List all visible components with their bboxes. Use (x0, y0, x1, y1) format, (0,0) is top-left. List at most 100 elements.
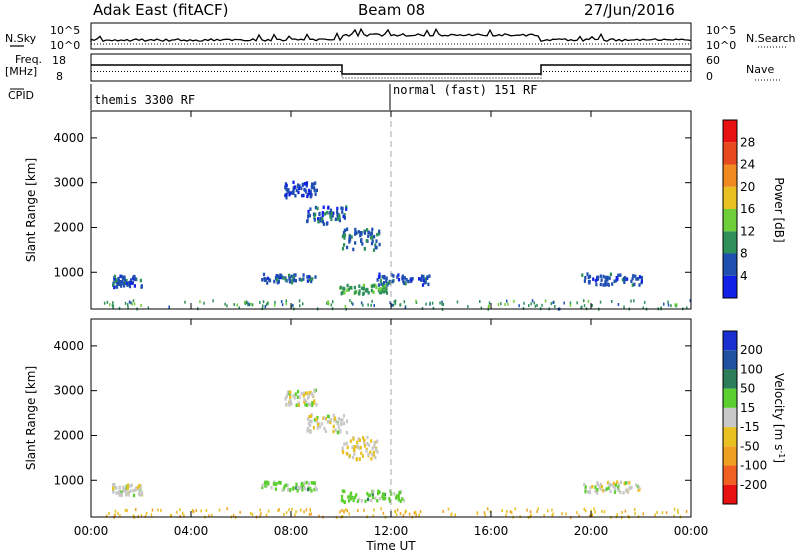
data-point (403, 276, 406, 280)
data-point (293, 273, 296, 277)
data-point (643, 300, 646, 304)
data-point (279, 273, 282, 277)
data-point (363, 438, 366, 443)
data-point (630, 299, 632, 303)
data-point (626, 277, 629, 281)
y-tick-label: 4000 (53, 339, 84, 353)
velocity-colorbar-swatch (723, 484, 737, 504)
data-point (421, 283, 425, 287)
data-point (127, 303, 129, 307)
data-point (398, 491, 401, 495)
data-point (372, 450, 376, 455)
data-point (674, 303, 676, 307)
data-point (297, 186, 300, 190)
data-point (636, 484, 639, 489)
nave-tick-bottom: 0 (706, 70, 713, 83)
data-point (371, 452, 374, 457)
data-point (588, 274, 592, 279)
data-point (360, 286, 364, 290)
data-point (313, 418, 316, 422)
data-point (243, 300, 246, 304)
data-point (583, 279, 586, 283)
data-point (260, 512, 262, 516)
power-colorbar-swatch (723, 120, 737, 143)
data-point (276, 274, 280, 278)
velocity-colorbar-tick: -100 (740, 459, 767, 473)
data-point (336, 210, 339, 214)
data-point (382, 496, 385, 501)
data-point (343, 442, 346, 446)
data-point (120, 490, 123, 494)
data-point (297, 403, 300, 407)
data-point (378, 242, 381, 247)
data-point (245, 300, 248, 304)
data-point (313, 487, 316, 492)
y-tick-label: 4000 (53, 131, 84, 145)
data-point (318, 425, 321, 429)
data-point (591, 304, 593, 307)
data-point (279, 481, 282, 485)
data-point (239, 510, 241, 514)
data-point (358, 289, 361, 293)
data-point (635, 483, 638, 487)
data-point (373, 234, 376, 239)
data-point (324, 212, 327, 216)
data-point (218, 508, 221, 512)
data-point (487, 305, 490, 309)
data-point (302, 393, 305, 398)
data-point (654, 513, 656, 517)
data-point (349, 497, 352, 501)
data-point (282, 276, 285, 280)
data-point (297, 190, 300, 195)
data-point (111, 483, 115, 487)
data-point (112, 283, 115, 287)
data-point (587, 490, 590, 494)
data-point (313, 401, 316, 405)
data-point (377, 283, 381, 287)
data-point (378, 272, 381, 276)
data-point (127, 282, 130, 286)
data-point (106, 300, 109, 304)
power-colorbar-swatch (723, 275, 737, 298)
data-point (361, 454, 364, 458)
data-point (338, 213, 341, 218)
data-point (354, 290, 357, 295)
freq-tick-top: 18 (52, 54, 66, 67)
data-point (313, 215, 316, 220)
data-point (638, 283, 641, 287)
data-point (286, 391, 289, 395)
data-point (251, 303, 254, 307)
data-point (509, 510, 512, 514)
data-point (357, 437, 360, 441)
data-point (151, 508, 154, 512)
data-point (608, 482, 611, 487)
nsky-label: N.Sky (5, 32, 37, 45)
data-point (374, 496, 377, 501)
data-point (286, 393, 289, 398)
data-point (285, 183, 288, 188)
data-point (125, 484, 128, 489)
data-point (526, 508, 528, 512)
data-point (486, 507, 489, 511)
data-point (367, 497, 370, 502)
velocity-colorbar-tick: -50 (740, 439, 760, 453)
data-point (226, 507, 228, 511)
data-point (313, 399, 316, 403)
data-point (342, 286, 345, 291)
data-point (140, 492, 143, 496)
data-point (626, 490, 629, 494)
data-point (298, 299, 301, 303)
data-point (362, 292, 365, 296)
data-point (307, 396, 310, 400)
data-point (391, 303, 393, 307)
data-point (310, 489, 313, 493)
data-point (523, 301, 525, 305)
data-point (596, 488, 599, 492)
data-point (601, 509, 603, 513)
data-point (422, 274, 425, 279)
data-point (342, 231, 345, 235)
data-point (352, 437, 355, 441)
data-point (370, 303, 372, 307)
data-point (328, 211, 331, 215)
data-point (298, 395, 301, 399)
